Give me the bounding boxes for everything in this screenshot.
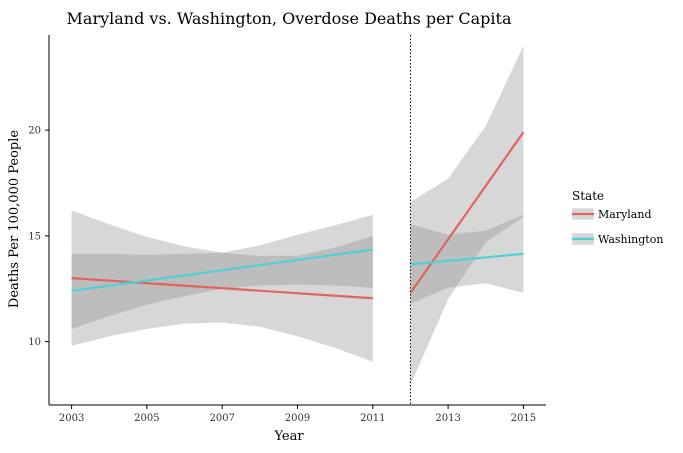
x-tick-label: 2013	[435, 413, 460, 424]
x-tick-label: 2005	[134, 413, 159, 424]
y-tick-label: 15	[28, 231, 41, 242]
y-tick-label: 20	[28, 126, 41, 137]
maryland-legend-label: Maryland	[598, 208, 652, 221]
y-axis-ticks: 10 15 20	[28, 126, 49, 348]
trend-lines	[71, 131, 525, 300]
chart-title: Maryland vs. Washington, Overdose Deaths…	[67, 9, 512, 28]
y-axis-label: Deaths Per 100,000 People	[7, 130, 22, 309]
x-axis-ticks: 2003 2005 2007 2009 2011 2013 2015	[59, 405, 536, 424]
maryland-confidence-band-2	[410, 45, 524, 385]
maryland-trend-line-1	[71, 277, 373, 300]
x-tick-label: 2011	[360, 413, 385, 424]
maryland-trend-line-2	[409, 131, 525, 294]
washington-trend-line-1	[71, 248, 373, 292]
maryland-confidence-band-1	[71, 210, 373, 362]
washington-confidence-band-1	[71, 214, 373, 329]
legend-title: State	[572, 189, 604, 203]
washington-trend-line-2	[410, 252, 524, 266]
x-axis-label: Year	[273, 429, 304, 444]
x-tick-label: 2015	[511, 413, 536, 424]
washington-legend-label: Washington	[598, 233, 663, 246]
x-tick-label: 2007	[209, 413, 234, 424]
y-tick-label: 10	[28, 337, 41, 348]
x-tick-label: 2009	[285, 413, 310, 424]
confidence-bands	[71, 45, 524, 385]
x-tick-label: 2003	[59, 413, 84, 424]
legend: State Maryland Washington	[571, 189, 663, 246]
